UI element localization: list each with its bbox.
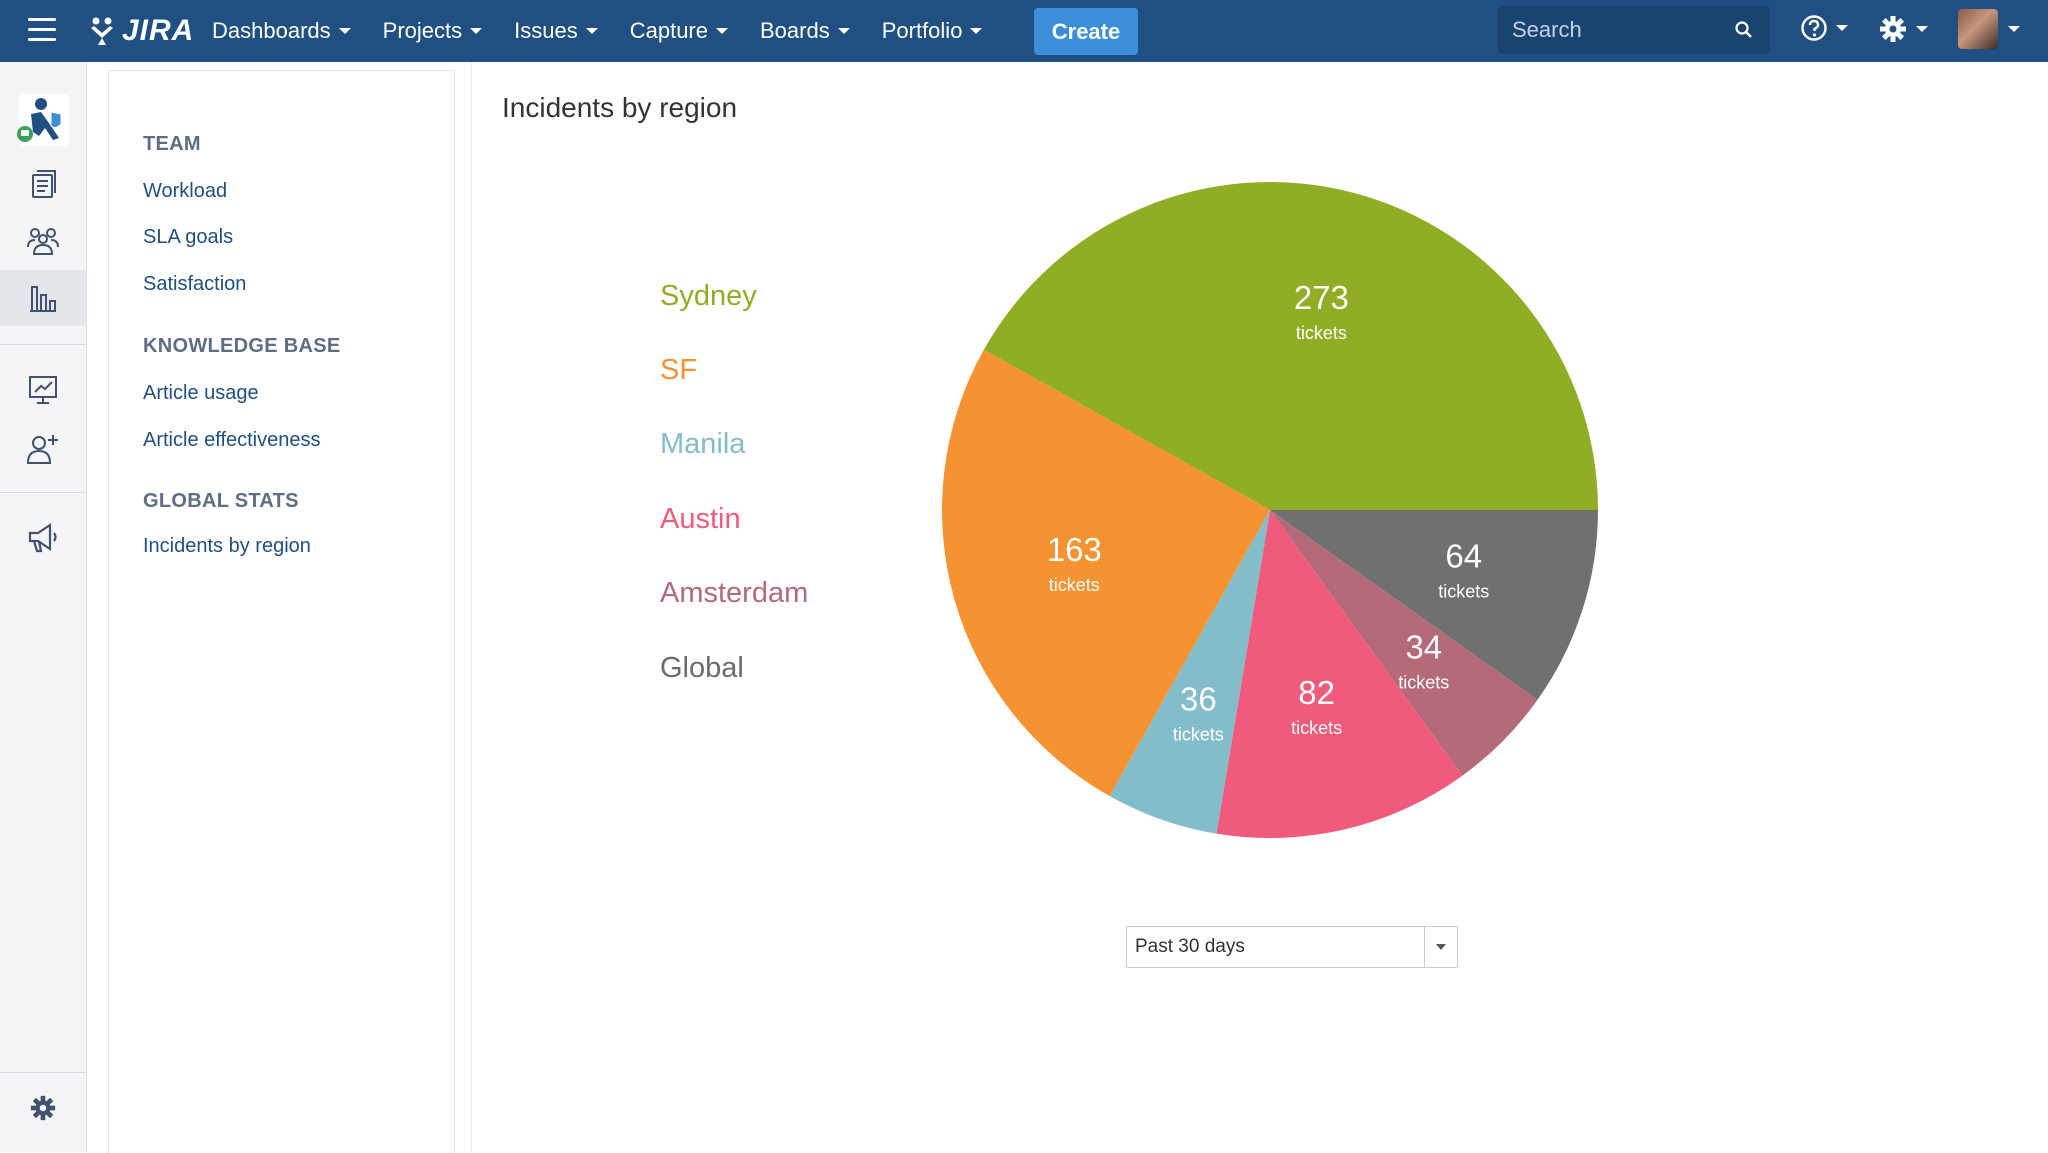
create-button[interactable]: Create (1034, 8, 1138, 55)
content-divider (471, 62, 472, 1152)
period-select[interactable]: Past 30 days (1126, 926, 1458, 968)
jira-logo[interactable]: JIRA (88, 12, 194, 50)
chevron-down-icon (1436, 944, 1446, 950)
nav-boards-label: Boards (760, 18, 830, 43)
legend-item-global[interactable]: Global (660, 652, 744, 684)
avatar (1958, 9, 1998, 49)
queues-nav[interactable] (0, 156, 86, 212)
pie-slice-amsterdam[interactable] (1270, 510, 1538, 776)
settings-menu[interactable] (1878, 14, 1928, 44)
legend-item-sydney[interactable]: Sydney (660, 280, 757, 312)
chevron-down-icon (970, 28, 983, 34)
pie-value-label: 163 (1047, 531, 1102, 568)
sidebar-link-sla-goals[interactable]: SLA goals (143, 226, 234, 248)
gear-icon (30, 1095, 56, 1121)
user-profile-menu[interactable] (1958, 9, 2020, 49)
nav-dashboards-label: Dashboards (212, 18, 331, 43)
sidebar-link-incidents-by-region[interactable]: Incidents by region (143, 535, 311, 557)
pie-slice-austin[interactable] (1216, 510, 1463, 838)
nav-portfolio[interactable]: Portfolio (866, 0, 999, 62)
chevron-down-icon (585, 28, 598, 34)
pie-value-label: 36 (1180, 680, 1217, 717)
pie-slice-global[interactable] (1270, 510, 1598, 700)
reports-sidebar: TEAM Workload SLA goals Satisfaction KNO… (108, 70, 455, 1153)
pie-unit-label: tickets (1049, 575, 1100, 595)
project-avatar-icon (17, 94, 69, 146)
nav-issues[interactable]: Issues (498, 0, 614, 62)
period-select-value: Past 30 days (1135, 936, 1245, 957)
nav-capture-label: Capture (629, 18, 708, 43)
rail-divider (0, 344, 86, 345)
pie-value-label: 64 (1445, 538, 1482, 575)
add-user-icon (26, 435, 58, 464)
pie-slice-manila[interactable] (1109, 510, 1270, 834)
pie-slice-sf[interactable] (942, 349, 1270, 797)
chevron-down-icon (837, 28, 850, 34)
chevron-down-icon (1916, 26, 1928, 32)
section-heading-global-stats: GLOBAL STATS (143, 490, 299, 512)
pie-unit-label: tickets (1173, 724, 1224, 744)
rail-divider (0, 492, 86, 493)
menu-icon[interactable] (28, 18, 56, 42)
nav-issues-label: Issues (514, 18, 578, 43)
pie-unit-label: tickets (1291, 718, 1342, 738)
incidents-pie-chart: 273 tickets 64 tickets 34 tickets 82 tickets 36 t… (942, 181, 1598, 838)
sidebar-link-article-usage[interactable]: Article usage (143, 382, 259, 404)
page-title: Incidents by region (502, 92, 738, 123)
raise-request-nav[interactable] (0, 362, 86, 418)
pie-unit-label: tickets (1438, 582, 1489, 602)
legend-item-sf[interactable]: SF (660, 354, 698, 386)
customers-icon (27, 228, 59, 255)
chevron-down-icon (2008, 26, 2020, 32)
project-settings-nav[interactable] (0, 1080, 86, 1136)
jira-logo-icon (91, 17, 113, 45)
legend-item-manila[interactable]: Manila (660, 428, 746, 460)
top-navigation-bar: JIRA Dashboards Projects Issues Capture … (0, 0, 2048, 62)
pie-unit-label: tickets (1296, 323, 1347, 343)
nav-capture[interactable]: Capture (614, 0, 744, 62)
sidebar-link-article-effectiveness[interactable]: Article effectiveness (143, 429, 321, 451)
help-icon (1801, 15, 1827, 41)
rail-divider (0, 1072, 86, 1073)
sidebar-link-workload[interactable]: Workload (143, 180, 228, 202)
invite-team-nav[interactable] (0, 420, 86, 476)
announcements-nav[interactable] (0, 510, 86, 566)
pie-value-label: 82 (1298, 674, 1335, 711)
project-sidebar-rail (0, 62, 87, 1152)
legend-item-austin[interactable]: Austin (660, 503, 741, 535)
chevron-down-icon (470, 28, 483, 34)
project-avatar[interactable] (0, 90, 86, 150)
nav-projects-label: Projects (382, 18, 463, 43)
megaphone-icon (28, 522, 57, 553)
customers-nav[interactable] (0, 212, 86, 268)
chevron-down-icon (1836, 25, 1848, 31)
nav-portfolio-label: Portfolio (881, 18, 963, 43)
reports-icon (30, 286, 56, 312)
pie-slice-sydney[interactable] (983, 181, 1598, 510)
nav-boards[interactable]: Boards (744, 0, 866, 62)
chevron-down-icon (338, 28, 351, 34)
chevron-down-icon (716, 28, 728, 34)
sidebar-link-satisfaction[interactable]: Satisfaction (143, 273, 247, 295)
help-menu[interactable] (1800, 14, 1848, 42)
reports-nav[interactable] (0, 270, 86, 326)
search-input[interactable] (1498, 16, 1734, 44)
legend-item-amsterdam[interactable]: Amsterdam (660, 577, 809, 609)
nav-projects[interactable]: Projects (367, 0, 498, 62)
logo-text: JIRA (122, 14, 195, 47)
pie-value-label: 273 (1294, 279, 1349, 316)
search-box (1498, 6, 1770, 54)
queues-icon (32, 170, 56, 198)
monitor-chart-icon (29, 376, 57, 404)
pie-unit-label: tickets (1398, 672, 1449, 692)
section-heading-team: TEAM (143, 133, 201, 155)
nav-dashboards[interactable]: Dashboards (196, 0, 367, 62)
search-icon[interactable] (1734, 20, 1754, 40)
main-nav: Dashboards Projects Issues Capture Board… (196, 0, 998, 62)
period-dropdown-toggle[interactable] (1424, 927, 1457, 967)
gear-icon (1880, 16, 1906, 42)
pie-value-label: 34 (1405, 628, 1442, 665)
section-heading-knowledge-base: KNOWLEDGE BASE (143, 335, 341, 357)
